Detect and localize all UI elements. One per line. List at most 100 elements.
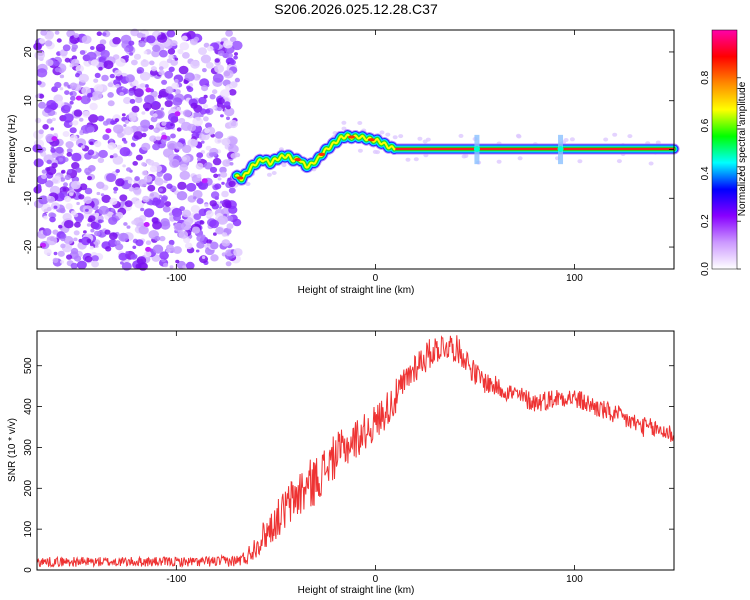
noise-speckle — [123, 124, 127, 127]
noise-speckle — [214, 137, 223, 144]
noise-speckle — [193, 213, 202, 221]
noise-speckle — [179, 170, 191, 180]
noise-speckle — [113, 79, 121, 86]
noise-speckle — [174, 111, 181, 117]
noise-speckle — [136, 67, 145, 74]
noise-speckle — [80, 95, 91, 105]
noise-speckle — [109, 155, 114, 159]
noise-speckle — [220, 200, 224, 204]
noise-speckle — [101, 194, 111, 203]
noise-speckle — [41, 174, 47, 180]
noise-speckle — [569, 137, 575, 142]
noise-speckle — [167, 94, 174, 100]
snr-y-axis: 0 100 200 300 400 500 — [23, 357, 674, 573]
noise-speckle — [175, 259, 180, 264]
noise-speckle — [603, 137, 609, 142]
noise-speckle — [210, 191, 220, 199]
noise-speckle — [143, 222, 150, 227]
noise-speckle — [64, 105, 71, 111]
noise-speckle — [220, 114, 224, 118]
spectral-noise-layer — [32, 28, 676, 271]
noise-speckle — [163, 173, 173, 181]
carrier-spike-core — [473, 146, 480, 153]
noise-speckle — [113, 190, 117, 194]
noise-speckle — [171, 207, 183, 218]
noise-speckle — [85, 171, 90, 176]
noise-speckle — [178, 230, 189, 239]
noise-speckle — [46, 118, 53, 124]
noise-speckle — [123, 96, 132, 105]
noise-speckle — [75, 217, 83, 224]
noise-speckle — [118, 252, 128, 261]
noise-speckle — [76, 260, 87, 270]
noise-speckle — [80, 145, 85, 149]
noise-speckle — [129, 52, 134, 56]
noise-speckle — [213, 232, 217, 236]
noise-speckle — [231, 40, 243, 51]
noise-speckle — [182, 52, 190, 59]
noise-speckle — [95, 43, 106, 53]
noise-speckle — [245, 181, 251, 186]
noise-speckle — [107, 92, 114, 98]
noise-speckle — [96, 181, 105, 189]
noise-speckle — [214, 183, 222, 190]
noise-speckle — [46, 235, 58, 246]
noise-speckle — [200, 150, 205, 154]
noise-speckle — [179, 42, 190, 51]
noise-speckle — [161, 79, 168, 85]
noise-speckle — [93, 222, 102, 230]
noise-speckle — [146, 35, 156, 44]
noise-speckle — [417, 136, 423, 141]
noise-speckle — [181, 35, 188, 41]
noise-speckle — [221, 239, 231, 247]
noise-speckle — [86, 51, 97, 61]
noise-speckle — [115, 178, 125, 187]
noise-speckle — [128, 186, 135, 192]
snr-y-tick-label: 200 — [23, 480, 34, 497]
noise-speckle — [136, 256, 147, 265]
noise-speckle — [64, 90, 70, 95]
noise-speckle — [221, 199, 232, 208]
noise-speckle — [196, 74, 201, 79]
noise-speckle — [96, 191, 101, 196]
carrier-spike-core — [557, 146, 564, 153]
noise-speckle — [133, 53, 142, 60]
noise-speckle — [105, 246, 112, 252]
noise-speckle — [201, 85, 209, 92]
spectrogram-y-tick-label: 20 — [23, 46, 34, 58]
noise-speckle — [75, 73, 80, 78]
noise-speckle — [98, 66, 103, 71]
spectrogram-x-tick-label: 100 — [566, 273, 583, 284]
noise-speckle — [122, 164, 126, 168]
noise-speckle — [112, 153, 118, 158]
colorbar-gradient — [712, 30, 737, 269]
noise-speckle — [616, 159, 622, 164]
noise-speckle — [69, 92, 73, 96]
noise-speckle — [214, 131, 224, 139]
noise-speckle — [105, 128, 112, 134]
noise-speckle — [177, 48, 184, 55]
noise-speckle — [126, 167, 132, 172]
snr-x-tick-label: 100 — [566, 574, 583, 585]
noise-speckle — [82, 110, 91, 118]
snr-x-label: Height of straight line (km) — [298, 585, 415, 596]
noise-speckle — [101, 74, 109, 82]
noise-speckle — [90, 228, 95, 233]
noise-speckle — [86, 238, 92, 243]
noise-speckle — [205, 145, 212, 151]
noise-speckle — [65, 203, 73, 210]
noise-speckle — [161, 121, 167, 126]
noise-speckle — [200, 113, 204, 118]
colorbar-tick-label: 0.4 — [700, 166, 711, 180]
noise-speckle — [107, 82, 114, 88]
noise-speckle — [184, 72, 195, 82]
noise-speckle — [182, 209, 192, 218]
noise-speckle — [89, 141, 94, 145]
noise-speckle — [227, 53, 233, 58]
noise-speckle — [126, 225, 131, 229]
noise-speckle — [131, 220, 137, 225]
noise-speckle — [216, 97, 225, 105]
noise-speckle — [45, 180, 54, 188]
noise-speckle — [176, 191, 188, 201]
noise-speckle — [97, 157, 105, 164]
